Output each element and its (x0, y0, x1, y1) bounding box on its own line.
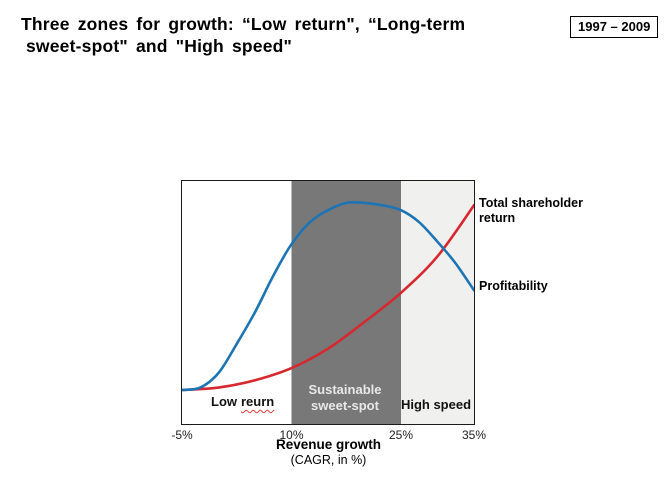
slide-title-line2: sweet-spot" and "High speed" (26, 36, 293, 56)
x-tick-label: 25% (388, 428, 414, 442)
growth-zones-chart (182, 181, 474, 424)
x-tick-label: -5% (171, 428, 193, 442)
zone-label-sweet-spot-line1: Sustainable (308, 382, 382, 397)
x-axis-subtitle: (CAGR, in %) (290, 453, 367, 467)
series-line-profitability (182, 200, 474, 392)
period-badge: 1997 – 2009 (570, 16, 659, 38)
slide-title: Three zones for growth: “Low return", “L… (21, 13, 561, 57)
zone-label-low-word1: Low (211, 394, 237, 409)
chart-plot-area: Low reurn Sustainable sweet-spot High spe… (171, 180, 486, 442)
zone-label-misspelled-word: reurn (241, 394, 275, 409)
series-line-total-shareholder-return (182, 204, 474, 392)
x-axis-title-block: Revenue growth (CAGR, in %) (181, 437, 476, 467)
zone-label-sweet-spot: Sustainable sweet-spot (292, 382, 398, 414)
x-tick-label: 10% (279, 428, 304, 442)
x-axis-title: Revenue growth (275, 437, 381, 452)
x-axis-ticks: -5% 10% 25% 35% (171, 428, 486, 444)
x-tick-label: 35% (461, 428, 487, 442)
zone-label-sweet-spot-line2: sweet-spot (311, 398, 379, 413)
zone-label-high-speed: High speed (400, 397, 472, 412)
series-label-total-shareholder-return: Total shareholder return (479, 196, 583, 225)
slide-title-line1: Three zones for growth: “Low return", “L… (21, 14, 466, 34)
zone-label-low-return: Low reurn (211, 394, 274, 409)
series-label-profitability: Profitability (479, 279, 548, 293)
